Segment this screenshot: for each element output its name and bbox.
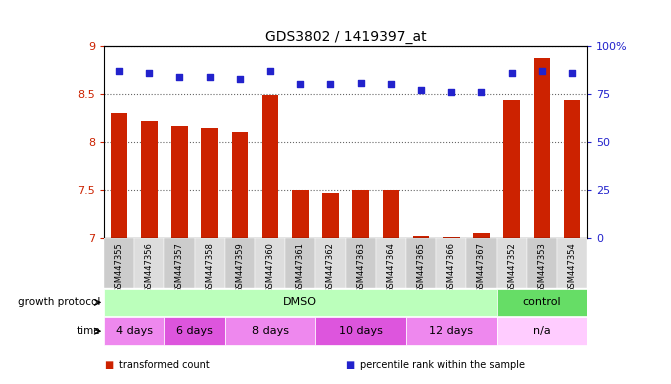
Text: 12 days: 12 days [429,326,473,336]
Point [537,68,548,74]
Bar [315,238,346,288]
Text: GSM447367: GSM447367 [477,242,486,293]
Bar [255,238,285,288]
Bar [497,238,527,288]
Text: GSM447363: GSM447363 [356,242,365,293]
Bar [376,238,406,288]
Text: GSM447365: GSM447365 [417,242,425,293]
Point [385,81,396,88]
Title: GDS3802 / 1419397_at: GDS3802 / 1419397_at [265,30,426,44]
Point [264,68,275,74]
Bar [533,58,550,238]
Bar [497,317,587,345]
Text: 8 days: 8 days [252,326,289,336]
Point [325,81,336,88]
Bar [352,190,369,238]
Bar [141,121,158,238]
Bar [285,238,315,288]
Bar [134,238,164,288]
Text: ■: ■ [104,360,113,370]
Text: GSM447353: GSM447353 [537,242,546,293]
Text: GSM447358: GSM447358 [205,242,214,293]
Point [476,89,487,95]
Bar [406,238,436,288]
Text: GSM447352: GSM447352 [507,242,516,293]
Text: 10 days: 10 days [339,326,382,336]
Text: GSM447355: GSM447355 [115,242,123,293]
Text: GSM447356: GSM447356 [145,242,154,293]
Bar [322,193,339,238]
Bar [104,238,134,288]
Point [204,74,215,80]
Bar [104,317,164,345]
Bar [503,100,520,238]
Point [144,70,154,76]
Text: GSM447354: GSM447354 [568,242,576,293]
Bar [195,238,225,288]
Text: transformed count: transformed count [119,360,209,370]
Bar [527,238,557,288]
Bar [473,233,490,238]
Point [113,68,125,74]
Text: time: time [77,326,101,336]
Point [174,74,185,80]
Text: GSM447359: GSM447359 [236,242,244,293]
Text: GSM447364: GSM447364 [386,242,395,293]
Point [446,89,456,95]
Text: GSM447360: GSM447360 [266,242,274,293]
Text: 6 days: 6 days [176,326,213,336]
Bar [225,317,315,345]
Bar [466,238,497,288]
Point [566,70,577,76]
Text: ■: ■ [346,360,355,370]
Bar [164,317,225,345]
Bar [164,238,195,288]
Bar [262,95,278,238]
Point [295,81,306,88]
Text: GSM447361: GSM447361 [296,242,305,293]
Text: 4 days: 4 days [115,326,153,336]
Bar [564,100,580,238]
Bar [231,132,248,238]
Bar [443,237,460,238]
Point [507,70,517,76]
Bar [413,236,429,238]
Point [235,76,246,82]
Text: GSM447366: GSM447366 [447,242,456,293]
Text: GSM447362: GSM447362 [326,242,335,293]
Bar [382,190,399,238]
Point [416,87,427,93]
Bar [406,317,497,345]
Bar [201,127,218,238]
Text: GSM447357: GSM447357 [175,242,184,293]
Bar [111,113,127,238]
Bar [436,238,466,288]
Bar [557,238,587,288]
Bar [225,238,255,288]
Bar [292,190,309,238]
Bar [104,289,497,316]
Text: n/a: n/a [533,326,551,336]
Bar [171,126,188,238]
Bar [315,317,406,345]
Bar [346,238,376,288]
Point [356,79,366,86]
Text: percentile rank within the sample: percentile rank within the sample [360,360,525,370]
Text: DMSO: DMSO [283,297,317,308]
Bar [497,289,587,316]
Text: growth protocol: growth protocol [18,297,101,308]
Text: control: control [523,297,561,308]
